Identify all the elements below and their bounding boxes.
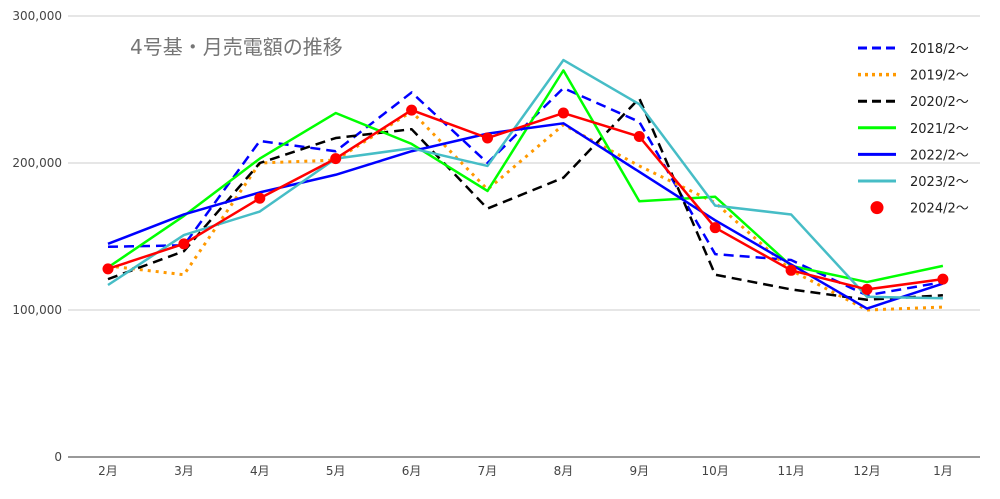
- y-tick-label: 300,000: [12, 9, 62, 23]
- legend-item: 2023/2〜: [858, 175, 969, 190]
- legend-swatch-marker: [870, 201, 884, 215]
- legend-label: 2021/2〜: [910, 122, 969, 137]
- x-tick-label: 5月: [326, 464, 346, 478]
- legend-label: 2023/2〜: [910, 175, 969, 190]
- data-point-marker: [861, 283, 873, 295]
- x-tick-label: 8月: [554, 464, 574, 478]
- chart-title: 4号基・月売電額の推移: [130, 35, 343, 59]
- series-line-20202: [107, 97, 943, 301]
- data-point-marker: [330, 153, 342, 165]
- y-tick-label: 200,000: [12, 156, 62, 170]
- x-tick-label: 11月: [777, 464, 804, 478]
- x-tick-label: 10月: [702, 464, 729, 478]
- series-line-20182: [107, 86, 944, 297]
- legend-label: 2018/2〜: [910, 42, 969, 57]
- data-point-marker: [102, 263, 114, 275]
- data-point-marker: [633, 131, 645, 143]
- data-point-marker: [406, 104, 418, 116]
- x-tick-label: 2月: [98, 464, 118, 478]
- legend-label: 2022/2〜: [910, 148, 969, 163]
- data-point-marker: [709, 222, 721, 234]
- legend-label: 2020/2〜: [910, 95, 969, 110]
- axes: 0 100,000 200,000 300,000 2月 3月 4月 5月 6月 7月 8月 9月 10…: [12, 9, 952, 478]
- x-tick-label: 7月: [478, 464, 498, 478]
- data-point-marker: [785, 264, 797, 276]
- data-point-marker: [937, 273, 949, 285]
- legend-item: 2021/2〜: [858, 122, 969, 137]
- data-point-marker: [557, 107, 569, 119]
- x-tick-label: 1月: [933, 464, 953, 478]
- x-tick-label: 4月: [250, 464, 270, 478]
- legend-item: 2018/2〜: [858, 42, 969, 57]
- y-tick-label: 100,000: [12, 303, 62, 317]
- series-markers: [102, 104, 949, 295]
- series-line-20212: [107, 69, 944, 284]
- series-line-20222: [107, 122, 944, 310]
- series-lines: [107, 58, 944, 312]
- gridlines: [68, 15, 980, 458]
- x-tick-label: 6月: [402, 464, 422, 478]
- x-tick-label: 9月: [629, 464, 649, 478]
- x-tick-label: 12月: [853, 464, 880, 478]
- legend-label: 2024/2〜: [910, 202, 969, 217]
- legend-item: 2020/2〜: [858, 95, 969, 110]
- series-line-20232: [107, 58, 943, 300]
- legend-item: 2022/2〜: [858, 148, 969, 163]
- legend-item: 2019/2〜: [858, 69, 969, 84]
- legend: 2018/2〜 2019/2〜 2020/2〜 2021/2〜 2022/2〜 2023/…: [858, 42, 969, 217]
- series-line-20192: [107, 110, 943, 312]
- data-point-marker: [178, 238, 190, 250]
- series-line-20242: [107, 108, 944, 291]
- x-tick-label: 3月: [174, 464, 194, 478]
- data-point-marker: [482, 132, 493, 144]
- y-tick-label: 0: [54, 450, 62, 464]
- data-point-marker: [254, 192, 266, 204]
- legend-item: 2024/2〜: [870, 201, 969, 217]
- legend-label: 2019/2〜: [910, 69, 969, 84]
